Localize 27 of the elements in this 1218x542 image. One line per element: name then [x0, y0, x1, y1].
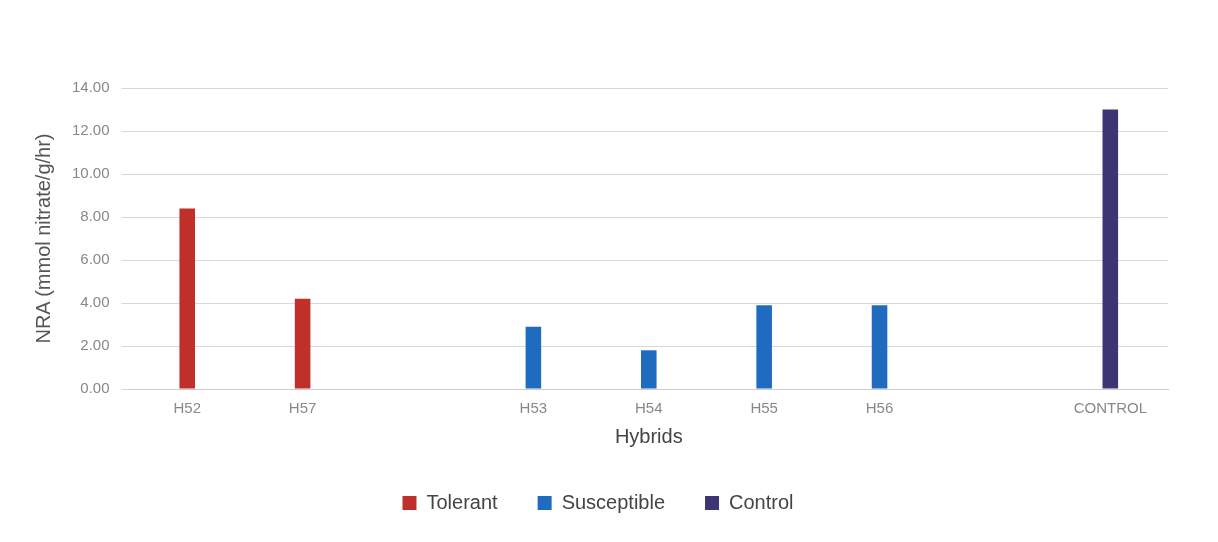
bar	[871, 305, 888, 389]
bar	[756, 305, 772, 389]
x-axis-title: Hybrids	[614, 424, 683, 447]
bar	[294, 298, 311, 389]
legend-label: Control	[729, 490, 794, 513]
y-tick-label: 14.00	[71, 78, 110, 96]
y-tick-label: 4.00	[80, 293, 110, 311]
y-tick-label: 2.00	[80, 336, 110, 354]
legend-label: Susceptible	[561, 490, 666, 513]
y-axis-title: NRA (mmol nitrate/g/hr)	[31, 133, 54, 344]
bar	[1102, 109, 1119, 389]
x-tick-label: H56	[865, 399, 894, 417]
x-tick-label: CONTROL	[1073, 399, 1147, 417]
x-tick-label: H55	[750, 399, 778, 417]
x-tick-label: H57	[288, 399, 317, 417]
bar	[640, 350, 657, 389]
bar	[525, 326, 542, 389]
y-tick-label: 10.00	[71, 164, 110, 182]
legend-label: Tolerant	[426, 490, 499, 513]
y-tick-label: 12.00	[71, 121, 110, 139]
x-tick-label: H52	[173, 399, 201, 417]
x-tick-label: H53	[519, 399, 548, 417]
y-tick-label: 8.00	[80, 207, 110, 225]
y-tick-label: 0.00	[80, 379, 110, 397]
bar	[179, 208, 196, 389]
y-tick-label: 6.00	[80, 250, 110, 268]
x-tick-label: H54	[635, 399, 663, 417]
